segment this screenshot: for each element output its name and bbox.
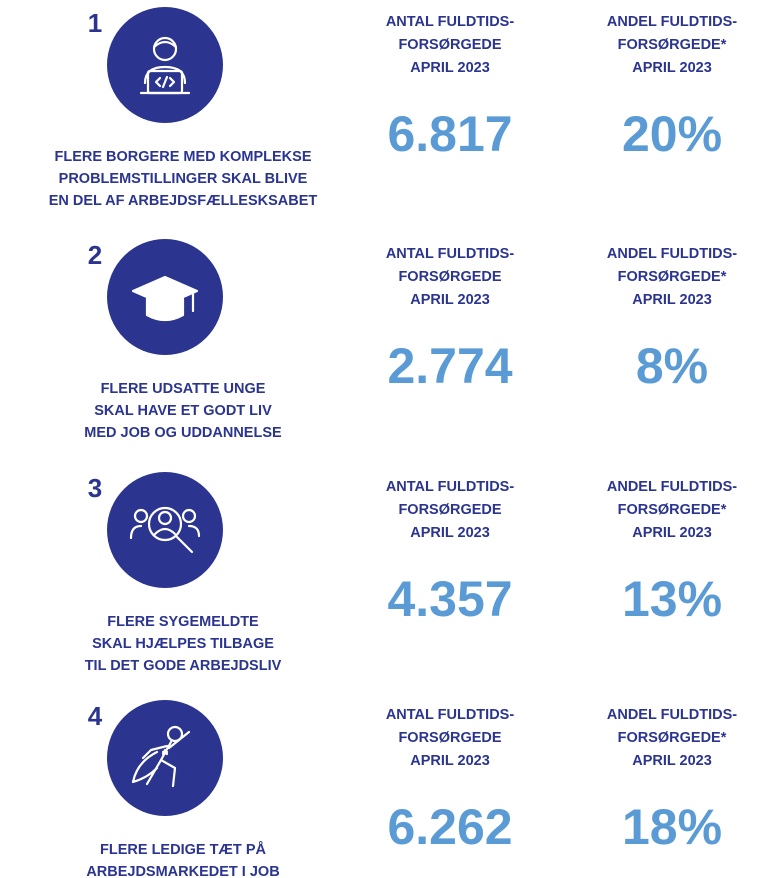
share-label: FORSØRGEDE* [618, 502, 727, 518]
share-label: ANDEL FULDTIDS- [607, 479, 737, 495]
count-label: ANTAL FULDTIDS- [386, 707, 515, 723]
icon [139, 36, 191, 95]
count-label: FORSØRGEDE [398, 37, 501, 53]
share-label: APRIL 2023 [632, 753, 712, 769]
share-label: FORSØRGEDE* [618, 37, 727, 53]
goal-text: FLERE BORGERE MED KOMPLEKSE [55, 149, 312, 165]
share-value: 20% [622, 106, 722, 162]
share-label: ANDEL FULDTIDS- [607, 246, 737, 262]
goal-text: SKAL HAVE ET GODT LIV [94, 403, 272, 419]
count-value: 2.774 [387, 338, 512, 394]
count-label: APRIL 2023 [410, 525, 490, 541]
icon [131, 275, 199, 322]
share-value: 8% [636, 338, 708, 394]
icon [131, 725, 191, 788]
goal-number: 3 [88, 473, 102, 503]
count-label: FORSØRGEDE [398, 269, 501, 285]
count-label: ANTAL FULDTIDS- [386, 246, 515, 262]
count-label: APRIL 2023 [410, 60, 490, 76]
goal-number: 4 [88, 701, 103, 731]
share-label: FORSØRGEDE* [618, 730, 727, 746]
goal-text: SKAL HJÆLPES TILBAGE [92, 636, 274, 652]
icon-circle [107, 700, 223, 816]
share-label: ANDEL FULDTIDS- [607, 707, 737, 723]
share-value: 18% [622, 799, 722, 855]
share-label: APRIL 2023 [632, 60, 712, 76]
count-label: ANTAL FULDTIDS- [386, 479, 515, 495]
count-value: 6.817 [387, 106, 512, 162]
count-value: 4.357 [387, 571, 512, 627]
goal-text: PROBLEMSTILLINGER SKAL BLIVE [59, 171, 308, 187]
share-label: ANDEL FULDTIDS- [607, 14, 737, 30]
count-label: APRIL 2023 [410, 292, 490, 308]
count-label: FORSØRGEDE [398, 730, 501, 746]
share-label: FORSØRGEDE* [618, 269, 727, 285]
goal-number: 1 [88, 8, 102, 38]
goal-text: FLERE SYGEMELDTE [107, 614, 259, 630]
goal-text: MED JOB OG UDDANNELSE [84, 425, 282, 441]
count-label: APRIL 2023 [410, 753, 490, 769]
share-label: APRIL 2023 [632, 525, 712, 541]
goal-text: FLERE LEDIGE TÆT PÅ [100, 841, 266, 858]
goal-text: TIL DET GODE ARBEJDSLIV [85, 658, 282, 674]
share-value: 13% [622, 571, 722, 627]
goal-text: ARBEJDSMARKEDET I JOB [86, 864, 279, 878]
share-label: APRIL 2023 [632, 292, 712, 308]
goal-number: 2 [88, 240, 102, 270]
count-label: FORSØRGEDE [398, 502, 501, 518]
goal-text: FLERE UDSATTE UNGE [101, 381, 266, 397]
icon [129, 506, 201, 554]
count-value: 6.262 [387, 799, 512, 855]
goal-text: EN DEL AF ARBEJDSFÆLLESKSABET [49, 193, 318, 209]
count-label: ANTAL FULDTIDS- [386, 14, 515, 30]
icon-circle [107, 7, 223, 123]
